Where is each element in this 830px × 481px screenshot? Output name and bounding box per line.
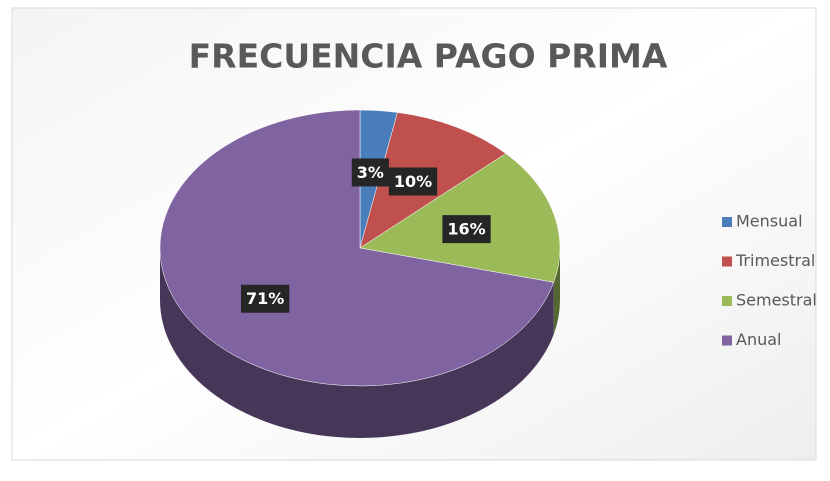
pie-side <box>160 248 554 438</box>
data-label: 16% <box>447 220 485 239</box>
data-label-box <box>388 167 438 196</box>
data-label: 71% <box>246 289 284 308</box>
pie-slice <box>159 109 555 387</box>
legend-label: Semestral <box>736 291 817 310</box>
legend-label: Trimestral <box>735 251 815 270</box>
pie-side <box>553 248 560 335</box>
legend-swatch <box>722 296 732 306</box>
data-label-box <box>442 215 491 244</box>
chart-title: FRECUENCIA PAGO PRIMA <box>189 37 668 76</box>
legend-swatch <box>722 256 732 267</box>
data-label: 10% <box>394 172 432 191</box>
legend-label: Anual <box>736 330 781 349</box>
legend-swatch <box>722 335 732 346</box>
legend-swatch <box>722 217 732 227</box>
data-label: 3% <box>357 163 384 182</box>
data-label-box <box>241 284 290 313</box>
data-label-box <box>351 158 389 187</box>
legend-label: Mensual <box>736 212 803 231</box>
